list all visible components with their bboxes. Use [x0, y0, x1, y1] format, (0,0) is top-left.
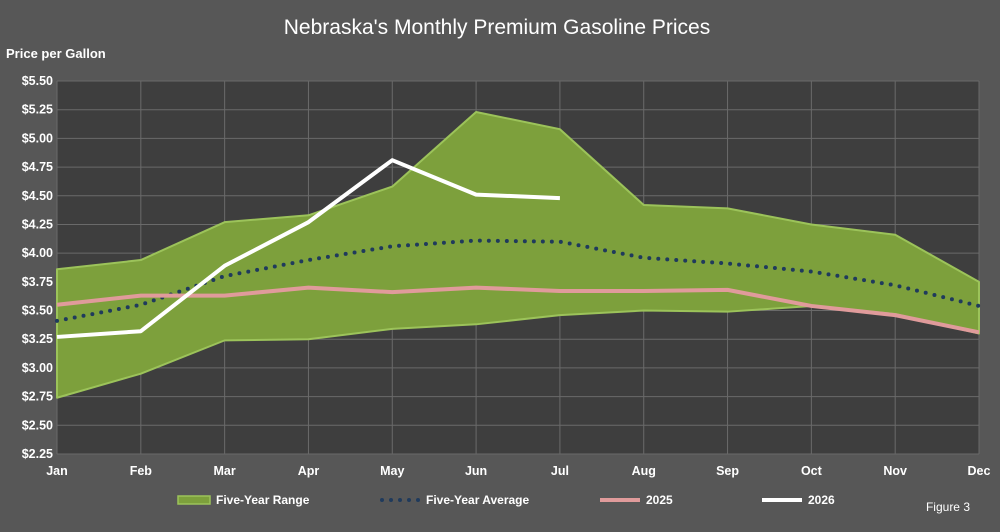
legend-label: 2025: [646, 493, 673, 507]
x-tick-label: Jan: [46, 464, 68, 478]
y-axis-ticks: $2.25 $2.50 $2.75 $3.00 $3.25 $3.50 $3.75 $4.00…: [22, 74, 53, 461]
legend-item-five-year-range: Five-Year Range: [177, 493, 310, 507]
figure-label: Figure 3: [926, 500, 970, 514]
chart-title: Nebraska's Monthly Premium Gasoline Pric…: [284, 16, 711, 39]
y-axis-label: Price per Gallon: [6, 46, 106, 61]
five-year-range-area: [56, 110, 980, 399]
y-tick-label: $4.50: [22, 189, 53, 203]
x-tick-label: Nov: [883, 464, 907, 478]
y-tick-label: $5.00: [22, 131, 53, 145]
legend-item-2026: 2026: [762, 493, 835, 507]
x-tick-label: Jun: [465, 464, 487, 478]
y-tick-label: $3.25: [22, 332, 53, 346]
x-tick-label: Mar: [214, 464, 236, 478]
legend: Five-Year Range Five-Year Average 2025 2026: [177, 493, 835, 507]
y-tick-label: $4.25: [22, 217, 53, 231]
y-tick-label: $5.25: [22, 103, 53, 117]
y-tick-label: $2.75: [22, 390, 53, 404]
legend-item-2025: 2025: [600, 493, 673, 507]
y-tick-label: $4.75: [22, 160, 53, 174]
series-2026-path: [56, 158, 560, 339]
legend-item-five-year-average: Five-Year Average: [380, 493, 529, 507]
x-axis-ticks: Jan Feb Mar Apr May Jun Jul Aug Sep Oct Nov Dec: [46, 464, 990, 478]
y-tick-label: $3.00: [22, 361, 53, 375]
legend-label: Five-Year Average: [426, 493, 529, 507]
y-tick-label: $5.50: [22, 74, 53, 88]
legend-swatch-range: [177, 495, 211, 505]
y-tick-label: $3.50: [22, 304, 53, 318]
legend-label: 2026: [808, 493, 835, 507]
five-year-range-band: [56, 110, 980, 399]
series-2025-line: [56, 285, 980, 335]
x-tick-label: Jul: [551, 464, 569, 478]
x-tick-label: Oct: [801, 464, 823, 478]
legend-label: Five-Year Range: [216, 493, 310, 507]
x-tick-label: May: [380, 464, 404, 478]
x-tick-label: Dec: [968, 464, 991, 478]
x-tick-label: Apr: [298, 464, 320, 478]
series-2025-path: [56, 285, 980, 335]
series-2026-line: [56, 158, 560, 339]
y-tick-label: $2.50: [22, 418, 53, 432]
x-tick-label: Aug: [632, 464, 656, 478]
y-tick-label: $2.25: [22, 447, 53, 461]
y-tick-label: $3.75: [22, 275, 53, 289]
y-tick-label: $4.00: [22, 246, 53, 260]
x-tick-label: Feb: [130, 464, 153, 478]
x-tick-label: Sep: [716, 464, 739, 478]
